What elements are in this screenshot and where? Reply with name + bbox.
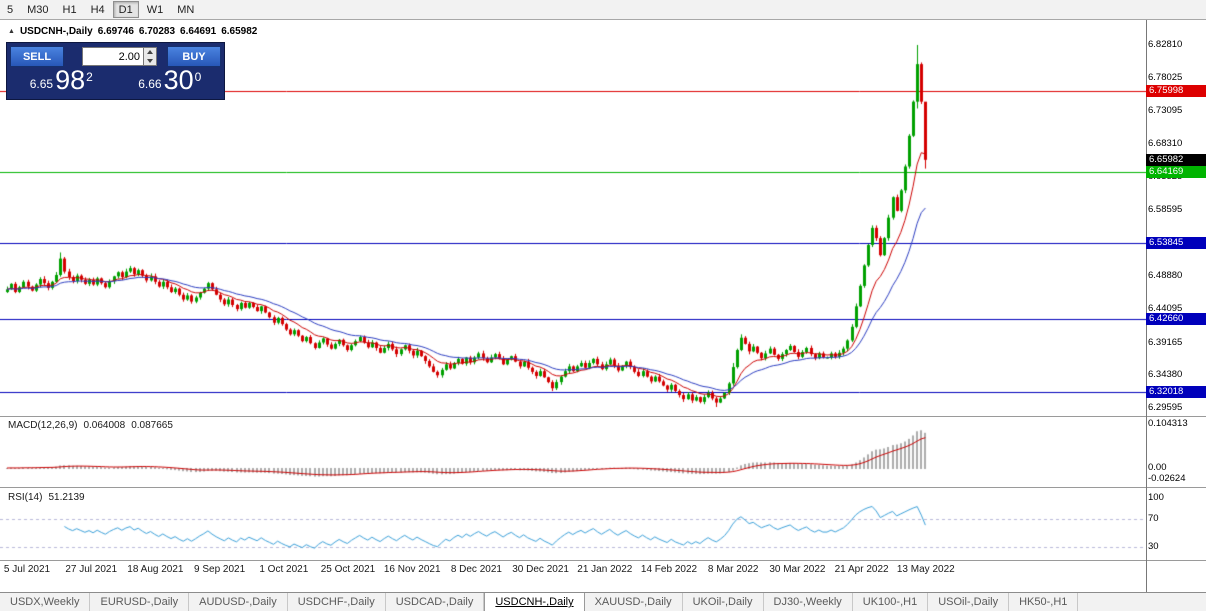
time-axis-label: 25 Oct 2021 [320,564,376,575]
macd-value-main: 0.064008 [83,420,126,431]
buy-price-point: 0 [194,69,202,84]
timeframe-m30[interactable]: M30 [27,3,49,16]
time-axis-label: 8 Dec 2021 [450,564,502,575]
sell-price-point: 2 [86,69,93,84]
price-axis-line[interactable] [1146,20,1147,592]
tab-xauusd-daily[interactable]: XAUUSD-,Daily [585,593,683,611]
time-axis-label: 9 Sep 2021 [194,564,246,575]
price-axis-label: 6.73095 [1148,105,1183,117]
buy-price-pips: 30 [163,65,194,95]
price-axis-label: -0.02624 [1148,473,1186,485]
rsi-name: RSI(14) [8,492,43,503]
price-axis-label: 6.68310 [1148,137,1183,149]
ohlc-high: 6.70283 [138,26,176,37]
price-axis-label: 6.34380 [1148,369,1183,381]
volume-down-button[interactable] [144,57,156,66]
timeframe-mn[interactable]: MN [177,3,195,16]
price-axis-label: 6.44095 [1148,303,1183,315]
price-level-tag: 6.75998 [1146,85,1206,98]
price-axis-label: 0.00 [1148,462,1167,473]
buy-price-head: 6.66 [138,76,162,91]
chart-header: ▲ USDCNH-,Daily 6.69746 6.70283 6.64691 … [8,26,257,37]
macd-panel-canvas[interactable] [0,417,1146,487]
price-axis-label: 6.58595 [1148,204,1183,216]
tab-uk100-h1[interactable]: UK100-,H1 [853,593,929,611]
time-axis-label: 30 Dec 2021 [512,564,569,575]
ohlc-open: 6.69746 [97,26,134,37]
price-level-tag: 6.65982 [1146,153,1206,166]
panel-separator[interactable] [0,560,1206,561]
panel-separator[interactable] [0,416,1206,417]
timeframe-w1[interactable]: W1 [146,3,164,16]
price-axis-label: 6.48880 [1148,270,1183,282]
tab-usdcad-daily[interactable]: USDCAD-,Daily [386,593,485,611]
panel-separator[interactable] [0,487,1206,488]
time-axis-label: 1 Oct 2021 [259,564,309,575]
timeframe-d1[interactable]: D1 [112,1,139,18]
timeframe-h1[interactable]: H1 [62,3,77,16]
volume-up-button[interactable] [144,48,156,57]
tab-usdchf-daily[interactable]: USDCHF-,Daily [288,593,386,611]
tab-usdx-weekly[interactable]: USDX,Weekly [0,593,91,611]
price-axis-label: 6.29595 [1148,402,1183,414]
macd-value-signal: 0.087665 [131,420,173,431]
time-axis-label: 8 Mar 2022 [707,564,759,575]
tab-eurusd-daily[interactable]: EURUSD-,Daily [90,593,190,611]
time-axis-label: 16 Nov 2021 [383,564,441,575]
price-level-tag: 6.42660 [1146,312,1206,325]
sell-button[interactable]: SELL [10,46,64,67]
time-axis-label: 5 Jul 2021 [3,564,51,575]
time-axis-label: 18 Aug 2021 [127,564,184,575]
time-axis-label: 30 Mar 2022 [769,564,826,575]
rsi-label: RSI(14) 51.2139 [8,492,85,503]
rsi-value: 51.2139 [48,492,85,503]
tab-usdcnh-daily[interactable]: USDCNH-,Daily [484,593,585,611]
volume-spinner [144,47,157,66]
timeframe-5[interactable]: 5 [7,3,14,16]
time-axis-label: 27 Jul 2021 [65,564,118,575]
volume-control [82,47,157,66]
tab-ukoil-daily[interactable]: UKOil-,Daily [683,593,764,611]
ohlc-close: 6.65982 [221,26,258,37]
tab-hk50-h1[interactable]: HK50-,H1 [1009,593,1079,611]
price-axis-label: 70 [1148,513,1159,524]
time-axis-label: 21 Jan 2022 [577,564,633,575]
price-level-tag: 6.64169 [1146,166,1206,179]
timeframe-toolbar: 5 M30 H1 H4 D1 W1 MN [0,0,1206,20]
one-click-trade-panel: SELL BUY 6.65 98 2 6.66 30 0 [6,42,225,100]
price-axis-label: 6.82810 [1148,38,1183,50]
volume-input[interactable] [82,47,144,66]
price-axis-label: 0.104313 [1148,417,1188,429]
ohlc-low: 6.64691 [180,26,217,37]
tab-dj30-weekly[interactable]: DJ30-,Weekly [764,593,853,611]
macd-name: MACD(12,26,9) [8,420,78,431]
time-axis-label: 21 Apr 2022 [834,564,889,575]
up-arrow-icon [147,50,153,55]
price-axis-label: 6.39165 [1148,336,1183,348]
price-axis-label: 100 [1148,492,1164,503]
time-axis-label: 13 May 2022 [896,564,955,575]
buy-price-display[interactable]: 6.66 30 0 [116,65,225,97]
down-arrow-icon [147,58,153,63]
chart-symbol-label: USDCNH-,Daily [19,26,93,37]
collapse-trade-panel-icon[interactable]: ▲ [8,28,15,35]
time-axis-label: 14 Feb 2022 [640,564,698,575]
sell-price-head: 6.65 [29,76,54,91]
tab-usoil-daily[interactable]: USOil-,Daily [928,593,1010,611]
sell-price-pips: 98 [55,65,86,95]
buy-button[interactable]: BUY [167,46,221,67]
macd-label: MACD(12,26,9) 0.064008 0.087665 [8,420,173,431]
price-axis-label: 6.78025 [1148,71,1183,83]
rsi-panel-canvas[interactable] [0,488,1146,560]
tab-audusd-daily[interactable]: AUDUSD-,Daily [189,593,288,611]
price-level-tag: 6.32018 [1146,385,1206,398]
price-axis-label: 30 [1148,541,1159,552]
timeframe-h4[interactable]: H4 [90,3,105,16]
sell-price-display[interactable]: 6.65 98 2 [7,65,116,97]
chart-tab-bar: USDX,Weekly EURUSD-,Daily AUDUSD-,Daily USD… [0,592,1206,611]
price-level-tag: 6.53845 [1146,236,1206,249]
